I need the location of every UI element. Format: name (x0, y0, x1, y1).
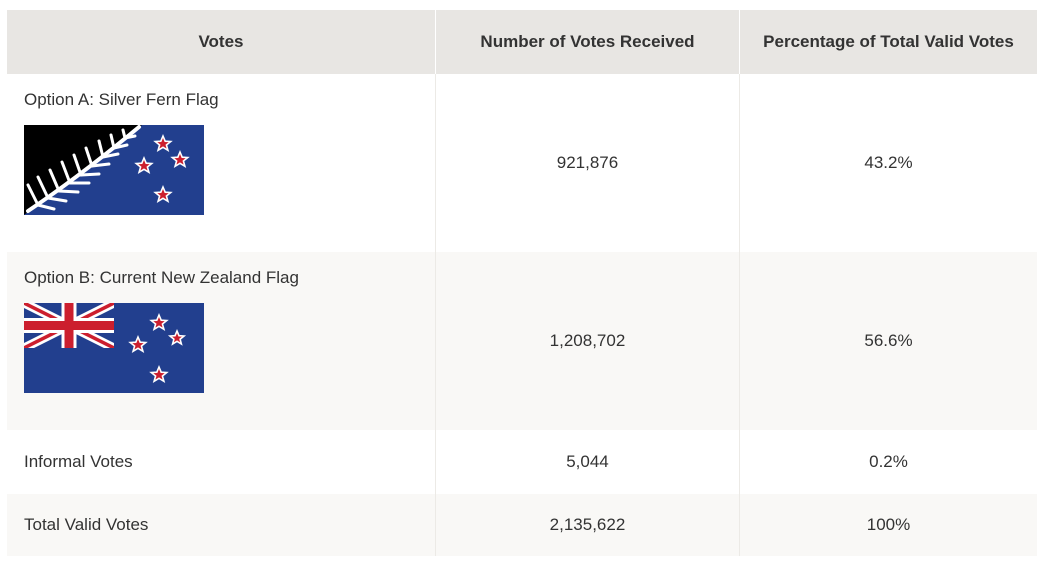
informal-votes-label: Informal Votes (7, 430, 436, 494)
new-zealand-flag-icon (24, 303, 204, 393)
option-a-votes: 921,876 (436, 74, 740, 252)
silver-fern-flag-icon (24, 125, 204, 215)
referendum-results-table: Votes Number of Votes Received Percentag… (7, 10, 1037, 556)
informal-votes-percent: 0.2% (740, 430, 1037, 494)
informal-votes-count: 5,044 (436, 430, 740, 494)
total-valid-votes-percent: 100% (740, 494, 1037, 556)
option-b-votes: 1,208,702 (436, 252, 740, 430)
header-votes: Votes (7, 10, 436, 74)
option-b-cell: Option B: Current New Zealand Flag (7, 252, 436, 430)
total-valid-votes-label: Total Valid Votes (7, 494, 436, 556)
option-b-percent: 56.6% (740, 252, 1037, 430)
option-a-percent: 43.2% (740, 74, 1037, 252)
header-percentage: Percentage of Total Valid Votes (740, 10, 1037, 74)
option-label: Option B: Current New Zealand Flag (24, 268, 299, 287)
option-label: Option A: Silver Fern Flag (24, 90, 219, 109)
option-a-cell: Option A: Silver Fern Flag (7, 74, 436, 252)
total-valid-votes-count: 2,135,622 (436, 494, 740, 556)
header-number-of-votes: Number of Votes Received (436, 10, 740, 74)
